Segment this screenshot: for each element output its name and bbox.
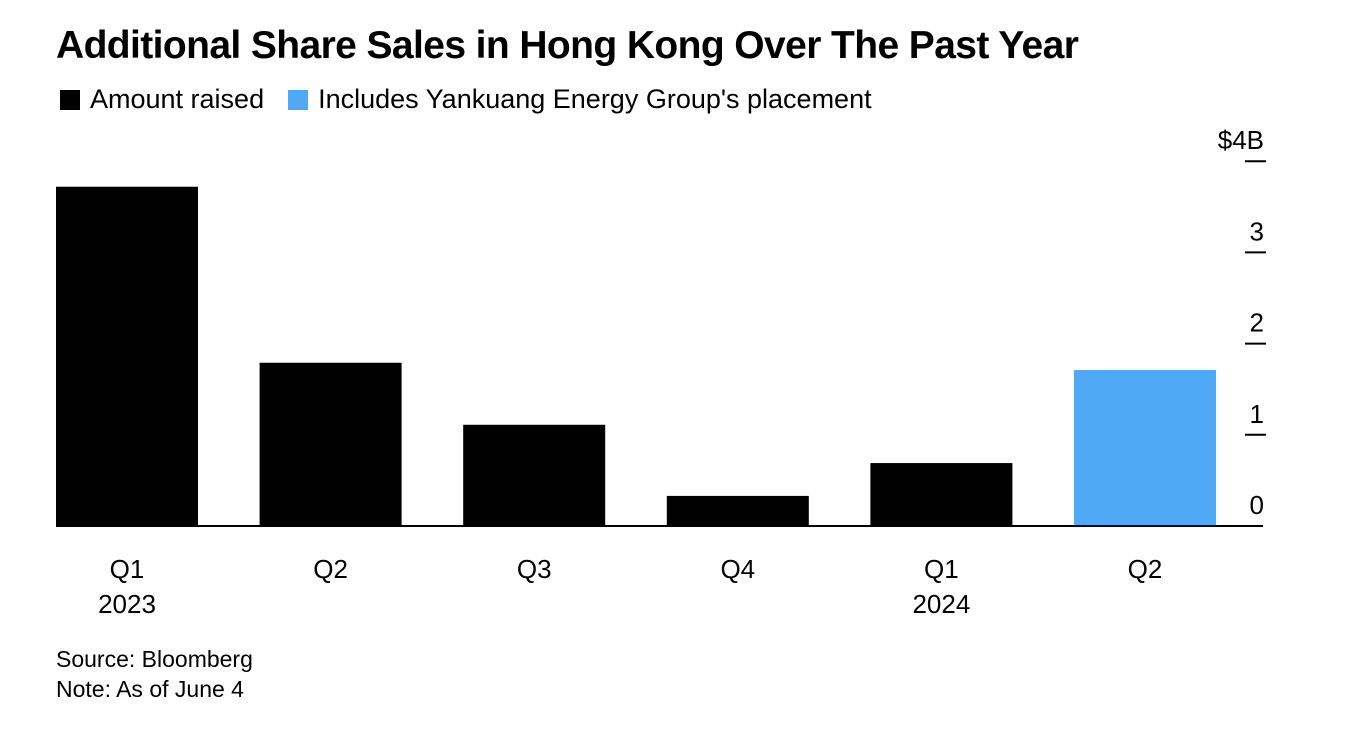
bar-q4-3 [666,495,809,526]
source-note: Source: Bloomberg [56,646,253,672]
x-tick-label-0: Q1 [110,554,145,584]
bar-q2-5 [1074,370,1216,526]
x-tick-label-3: Q4 [720,554,755,584]
x-tick-label-2: Q3 [517,554,552,584]
y-tick-label-2: 2 [1250,308,1264,338]
y-tick-label-4: $4B [1218,125,1264,155]
legend-swatch-yankuang [288,89,309,110]
bar-q2-1 [259,362,402,526]
x-tick-label-4: Q1 [924,554,959,584]
y-tick-label-1: 1 [1250,399,1264,429]
y-tick-label-0: 0 [1250,490,1264,520]
legend-label-yankuang: Includes Yankuang Energy Group's placeme… [318,84,872,114]
legend-item-yankuang: Includes Yankuang Energy Group's placeme… [288,84,872,115]
legend: Amount raised Includes Yankuang Energy G… [60,84,896,115]
x-year-label-0: 2023 [98,589,156,619]
legend-item-amount-raised: Amount raised [60,84,264,115]
as-of-note: Note: As of June 4 [56,676,244,702]
x-tick-label-5: Q2 [1128,554,1163,584]
legend-swatch-amount-raised [60,89,80,110]
chart-title: Additional Share Sales in Hong Kong Over… [56,24,1079,67]
legend-label-amount-raised: Amount raised [90,84,265,114]
bar-q3-2 [463,424,606,526]
y-tick-label-3: 3 [1250,216,1264,246]
x-year-label-4: 2024 [912,589,970,619]
footer: Source: Bloomberg Note: As of June 4 [56,644,253,704]
x-tick-label-1: Q2 [313,554,348,584]
bar-q1-4 [870,463,1013,526]
bar-q1-0 [56,186,198,526]
